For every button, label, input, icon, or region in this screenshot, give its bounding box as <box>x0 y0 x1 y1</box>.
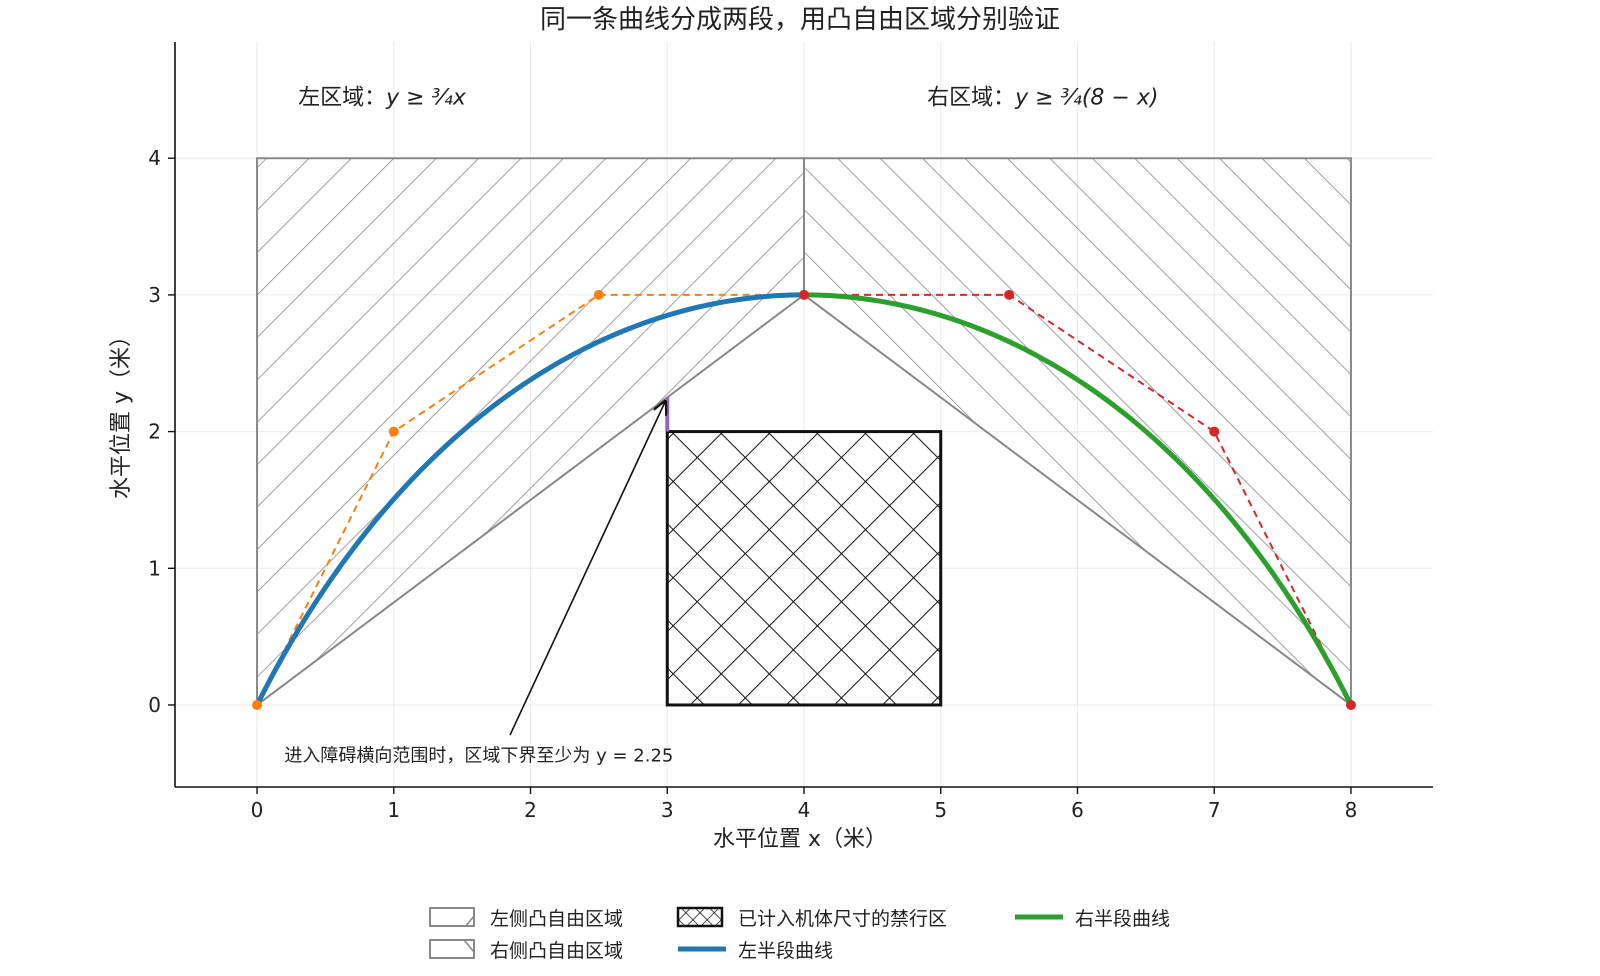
x-axis-label: 水平位置 x（米） <box>713 827 887 852</box>
right-control-point <box>1345 699 1356 710</box>
x-tick-label: 2 <box>524 798 537 822</box>
y-tick-label: 2 <box>148 420 161 444</box>
x-tick-label: 8 <box>1345 798 1358 822</box>
axes: 0 1 2 3 4 5 6 7 8 0 1 2 3 4 <box>148 42 1433 822</box>
right-curve-line <box>801 292 1354 708</box>
chart-labels: 左区域：y ≥ ¾x 右区域：y ≥ ¾(8 − x) 进入障碍横向范围时，区域下界… <box>284 86 1158 767</box>
x-tick-label: 7 <box>1208 798 1221 822</box>
left-control-polygon <box>256 293 804 706</box>
annotation-arrow <box>509 401 665 736</box>
y-tick-label: 1 <box>148 556 161 580</box>
left-control-point <box>252 699 263 710</box>
legend-label: 左侧凸自由区域 <box>490 908 623 930</box>
obstacle-layer <box>665 430 943 707</box>
legend-label: 右半段曲线 <box>1075 908 1170 930</box>
x-tick-label: 5 <box>934 798 947 822</box>
right-control-point <box>1004 289 1015 300</box>
obstacle-box <box>665 430 943 707</box>
y-axis-label: 水平位置 y（米） <box>109 325 134 499</box>
legend-swatch-right-region <box>429 939 475 959</box>
x-tick-label: 3 <box>661 798 674 822</box>
left-curve-line <box>254 292 807 708</box>
x-tick-label: 6 <box>1071 798 1084 822</box>
left-control-point <box>388 426 399 437</box>
legend-label: 左半段曲线 <box>738 940 833 962</box>
right-control-polygon <box>804 293 1352 706</box>
right-region-label: 右区域：y ≥ ¾(8 − x) <box>927 86 1158 111</box>
x-tick-label: 0 <box>251 798 264 822</box>
right-control-point <box>1209 426 1220 437</box>
chart-title: 同一条曲线分成两段，用凸自由区域分别验证 <box>540 5 1060 35</box>
legend-swatch-obstacle <box>676 906 724 928</box>
legend-label: 右侧凸自由区域 <box>490 940 623 962</box>
left-control-point <box>593 289 604 300</box>
annotation-text: 进入障碍横向范围时，区域下界至少为 y = 2.25 <box>284 746 673 767</box>
left-region-label: 左区域：y ≥ ¾x <box>298 86 467 111</box>
y-tick-label: 0 <box>148 693 161 717</box>
legend-label: 已计入机体尺寸的禁行区 <box>738 908 947 930</box>
y-tick-label: 4 <box>148 146 161 170</box>
x-tick-label: 1 <box>387 798 400 822</box>
x-tick-label: 4 <box>798 798 811 822</box>
y-tick-label: 3 <box>148 283 161 307</box>
curve-series <box>252 289 1356 710</box>
right-control-point <box>799 289 809 300</box>
